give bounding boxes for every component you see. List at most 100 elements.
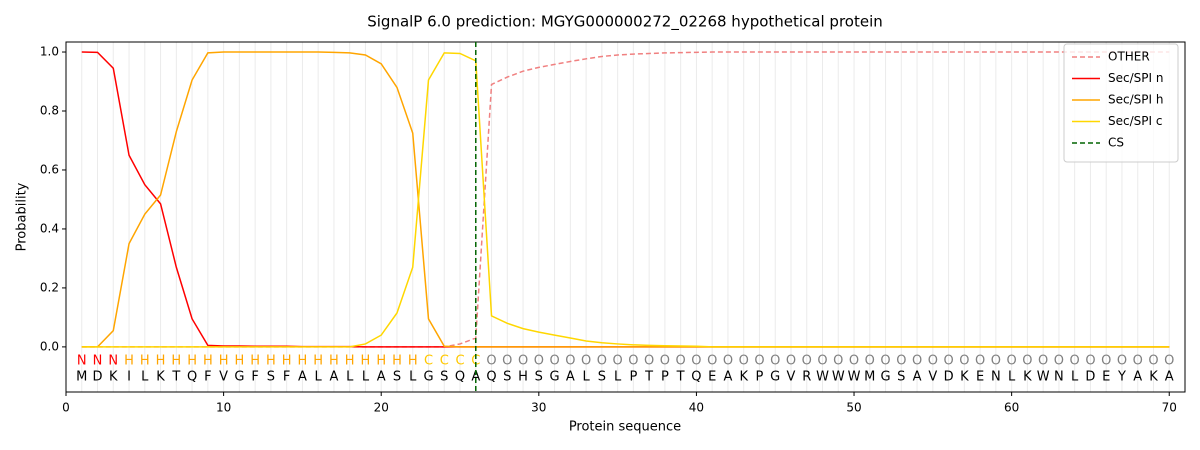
legend-label: OTHER — [1108, 50, 1150, 64]
residue-label: G — [234, 370, 244, 385]
region-label: O — [991, 354, 1001, 369]
region-label: O — [739, 354, 749, 369]
residue-label: W — [832, 370, 845, 385]
x-tick-label: 0 — [62, 401, 70, 415]
region-label: N — [108, 354, 118, 369]
residue-label: W — [1037, 370, 1050, 385]
region-label: O — [1022, 354, 1032, 369]
region-label: O — [597, 354, 607, 369]
residue-label: L — [1071, 370, 1079, 385]
residue-label: G — [550, 370, 560, 385]
residue-label: K — [960, 370, 969, 385]
residue-label: M — [864, 370, 875, 385]
region-label: H — [408, 354, 418, 369]
residue-label: A — [329, 370, 338, 385]
residue-label: Q — [691, 370, 701, 385]
residue-label: Q — [486, 370, 496, 385]
residue-label: K — [739, 370, 748, 385]
region-label: O — [691, 354, 701, 369]
residue-label: P — [629, 370, 637, 385]
series-line — [81, 52, 1170, 348]
residue-label: A — [377, 370, 386, 385]
region-label: N — [93, 354, 103, 369]
region-label: H — [187, 354, 197, 369]
residue-label: I — [127, 370, 131, 385]
legend-label: CS — [1108, 136, 1124, 150]
region-label: O — [896, 354, 906, 369]
x-tick-label: 10 — [216, 401, 231, 415]
residue-label: S — [598, 370, 606, 385]
region-label: O — [786, 354, 796, 369]
residue-label: Y — [1117, 370, 1126, 385]
residue-label: V — [928, 370, 937, 385]
residue-label: D — [93, 370, 103, 385]
region-label: O — [502, 354, 512, 369]
residue-label: P — [661, 370, 669, 385]
x-tick-label: 50 — [846, 401, 861, 415]
residue-label: L — [346, 370, 354, 385]
residue-label: E — [976, 370, 984, 385]
region-label: O — [975, 354, 985, 369]
region-label: O — [1054, 354, 1064, 369]
region-label: O — [1164, 354, 1174, 369]
region-label: H — [282, 354, 292, 369]
residue-label: S — [393, 370, 401, 385]
residue-label: D — [1085, 370, 1095, 385]
residue-label: G — [423, 370, 433, 385]
residue-label: V — [787, 370, 796, 385]
residue-label: S — [267, 370, 275, 385]
residue-label: L — [1008, 370, 1016, 385]
region-label: C — [424, 354, 433, 369]
residue-label: Q — [455, 370, 465, 385]
residue-label: N — [991, 370, 1001, 385]
region-label: H — [313, 354, 323, 369]
region-label: H — [266, 354, 276, 369]
residue-label: L — [582, 370, 590, 385]
region-label: O — [707, 354, 717, 369]
x-tick-label: 40 — [689, 401, 704, 415]
x-tick-label: 60 — [1004, 401, 1019, 415]
region-label: O — [928, 354, 938, 369]
region-label: C — [471, 354, 480, 369]
residue-label: F — [204, 370, 211, 385]
series-line — [81, 51, 1170, 348]
residue-label: A — [1133, 370, 1142, 385]
residue-label: H — [518, 370, 528, 385]
region-label: H — [376, 354, 386, 369]
residue-label: R — [802, 370, 811, 385]
region-label: H — [140, 354, 150, 369]
region-label: O — [1085, 354, 1095, 369]
legend-label: Sec/SPI h — [1108, 93, 1163, 107]
y-tick-label: 0.2 — [40, 280, 59, 294]
y-tick-label: 0.8 — [40, 103, 59, 117]
region-label: O — [865, 354, 875, 369]
residue-label: L — [614, 370, 622, 385]
region-label: H — [219, 354, 229, 369]
residue-label: G — [881, 370, 891, 385]
x-tick-label: 70 — [1162, 401, 1177, 415]
residue-label: K — [1149, 370, 1158, 385]
region-label: H — [329, 354, 339, 369]
region-label: H — [156, 354, 166, 369]
region-label: O — [581, 354, 591, 369]
residue-label: S — [440, 370, 448, 385]
residue-label: A — [1165, 370, 1174, 385]
axes-frame — [65, 41, 1186, 393]
residue-label: A — [471, 370, 480, 385]
residue-label: F — [283, 370, 290, 385]
region-label: O — [817, 354, 827, 369]
region-label: O — [644, 354, 654, 369]
legend-box — [1063, 43, 1179, 163]
region-label: H — [298, 354, 308, 369]
x-axis-label: Protein sequence — [569, 420, 681, 435]
y-tick-label: 0.4 — [40, 221, 59, 235]
legend-label: Sec/SPI c — [1108, 114, 1162, 128]
region-label: O — [486, 354, 496, 369]
residue-label: L — [315, 370, 323, 385]
legend-label: Sec/SPI n — [1108, 71, 1163, 85]
region-label: O — [912, 354, 922, 369]
region-label: O — [1117, 354, 1127, 369]
residue-label: V — [219, 370, 228, 385]
residue-label: W — [816, 370, 829, 385]
